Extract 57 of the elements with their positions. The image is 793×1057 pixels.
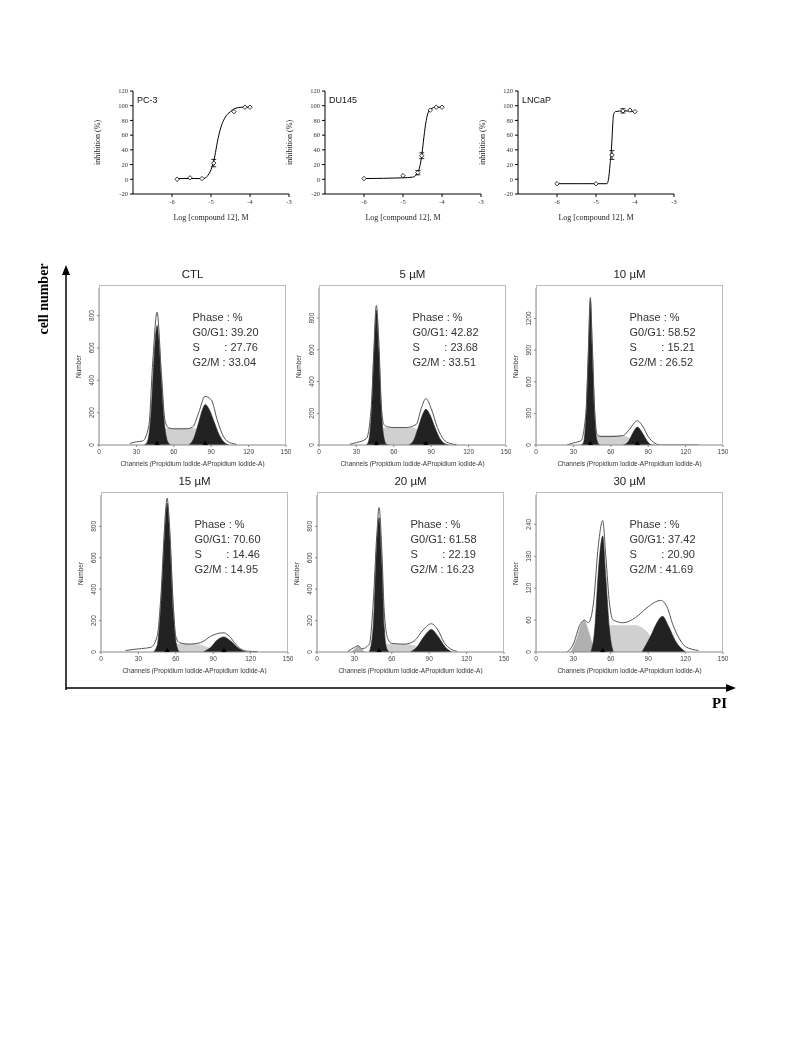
annotation: G2/M : 16.23	[410, 561, 476, 577]
point	[187, 175, 193, 181]
text: LNCaP	[522, 95, 552, 105]
y-axis-title: inhibition (%)	[92, 119, 102, 166]
line-series	[566, 520, 699, 652]
text: PC-3	[137, 95, 158, 105]
y-axis-title: inhibition (%)	[284, 119, 294, 166]
point	[231, 109, 237, 115]
chart-title: 10 µM	[612, 268, 647, 280]
annotation: G2/M : 26.52	[629, 354, 695, 370]
point	[554, 181, 560, 187]
annotation: S : 14.46	[194, 546, 261, 562]
x-axis-title: Log [compound 12], M	[365, 213, 441, 222]
annotation: G2/M : 33.51	[412, 354, 478, 370]
point	[593, 181, 599, 187]
text: DU145	[329, 95, 358, 105]
chart-title: 20 µM	[393, 475, 428, 487]
point	[242, 104, 248, 110]
annotation: Phase : %	[192, 309, 244, 325]
annotation: G0/G1: 37.42	[629, 531, 696, 547]
point	[427, 107, 433, 113]
annotation: Phase : %	[410, 516, 462, 532]
annotation: S : 23.68	[412, 339, 479, 355]
annotation: G0/G1: 39.20	[192, 324, 259, 340]
annotation: S : 27.76	[192, 339, 259, 355]
annotation: Phase : %	[194, 516, 246, 532]
chart-title: 5 µM	[398, 268, 427, 280]
annotation: G2/M : 41.69	[629, 561, 695, 577]
chart-title: 30 µM	[612, 475, 647, 487]
annotation: G2/M : 33.04	[192, 354, 258, 370]
point	[627, 107, 633, 113]
point	[199, 175, 205, 182]
point	[632, 109, 638, 115]
y-axis-title: inhibition (%)	[477, 119, 487, 166]
x-axis-title: Log [compound 12], M	[558, 213, 634, 222]
annotation: G0/G1: 61.58	[410, 531, 477, 547]
annotation: Phase : %	[629, 309, 681, 325]
point	[400, 173, 406, 179]
annotation: S : 20.90	[629, 546, 696, 562]
annotation: G2/M : 14.95	[194, 561, 260, 577]
point	[361, 175, 367, 182]
point	[433, 104, 439, 110]
annotation: S : 15.21	[629, 339, 696, 355]
chart-title: 15 µM	[177, 475, 212, 487]
point	[247, 104, 253, 110]
annotation: Phase : %	[412, 309, 464, 325]
text: PI	[712, 695, 727, 712]
annotation: G0/G1: 70.60	[194, 531, 261, 547]
point	[439, 104, 445, 110]
annotation: G0/G1: 58.52	[629, 324, 696, 340]
annotation: G0/G1: 42.82	[412, 324, 479, 340]
annotation: Phase : %	[629, 516, 681, 532]
x-axis-title: Log [compound 12], M	[173, 213, 249, 222]
text: cell number	[36, 262, 52, 337]
annotation: S : 22.19	[410, 546, 477, 562]
point	[174, 176, 180, 182]
chart-title: CTL	[180, 268, 205, 280]
